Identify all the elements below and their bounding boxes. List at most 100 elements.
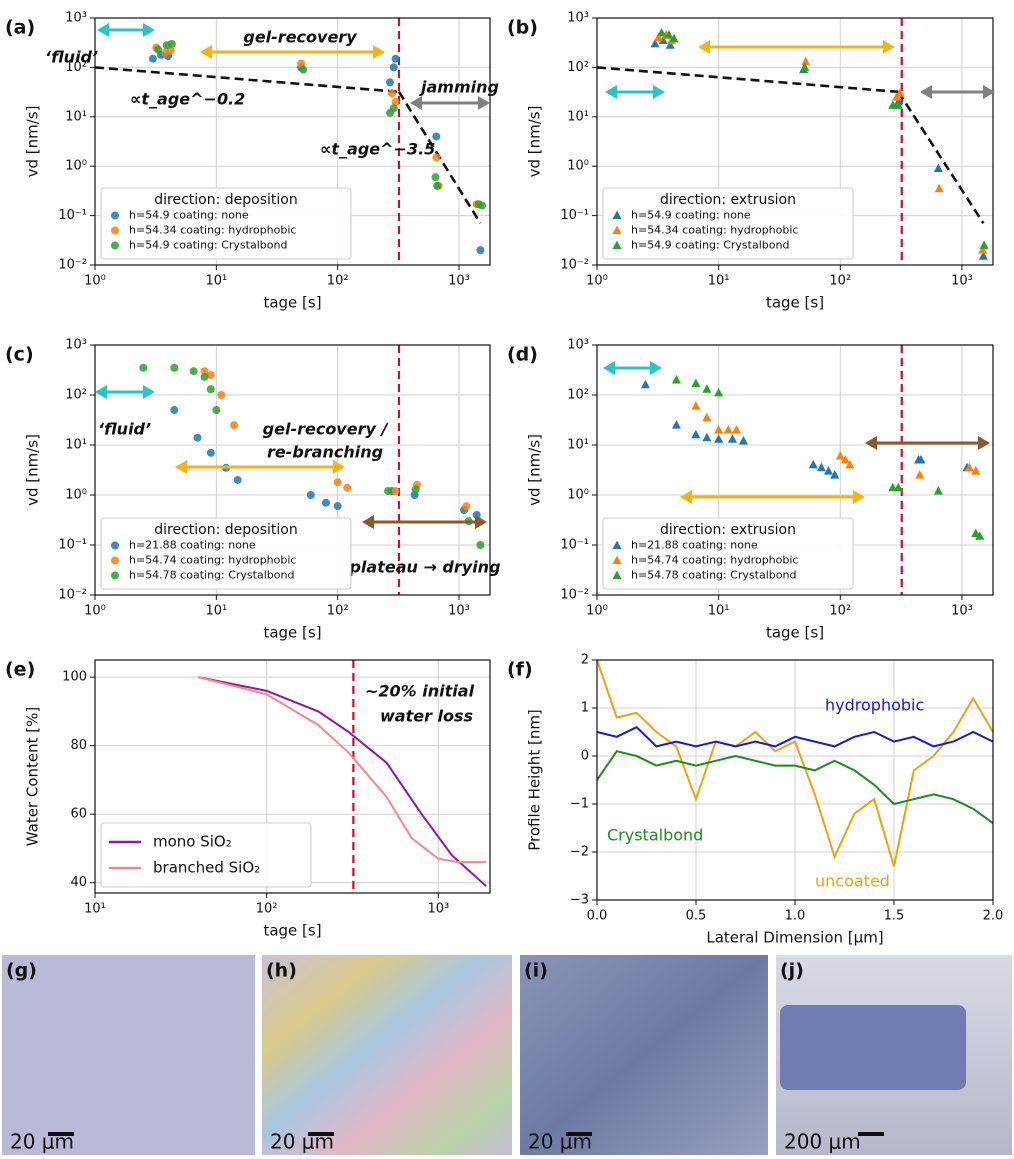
panel-label: (b)	[507, 17, 538, 39]
y-axis-label: vd [nm/s]	[526, 106, 544, 178]
y-tick-label: 60	[70, 807, 87, 822]
arrow-head	[475, 515, 487, 529]
y-tick-label: 40	[70, 875, 87, 890]
x-axis-label: tage [s]	[263, 624, 321, 642]
x-tick-label: 10⁰	[84, 604, 106, 619]
annotation: uncoated	[815, 872, 890, 891]
y-tick-label: 10⁻²	[560, 258, 589, 273]
axes-frame	[596, 659, 994, 901]
chart: 10⁰ 10¹ 10² 10³ 10⁻² 10⁻¹ 10⁰ 10¹ 10² 10³ tage [s]…	[5, 11, 499, 312]
data-point	[691, 429, 701, 439]
y-tick-label: 10⁻²	[58, 588, 87, 603]
data-point	[915, 470, 925, 479]
fit-line	[596, 66, 899, 94]
legend-marker	[111, 241, 119, 250]
data-point	[691, 378, 701, 387]
legend-marker	[612, 540, 622, 549]
data-point	[830, 470, 840, 479]
data-point	[971, 466, 981, 475]
scale-bar	[308, 1132, 334, 1136]
legend-box	[100, 822, 312, 888]
legend-label: h=54.9 coating: Crystalbond	[631, 239, 789, 252]
x-tick-label: 1.5	[884, 909, 905, 924]
channel	[780, 1005, 966, 1090]
arrow-head	[978, 436, 990, 450]
x-tick-label: 10¹	[708, 274, 730, 289]
data-point	[702, 384, 712, 393]
chart: 0.0 0.5 1.0 1.5 2.0 −3 −2 −1 0 1 2 Lateral Dimensio…	[507, 653, 1003, 947]
y-tick-label: 10²	[65, 60, 87, 75]
arrow-head	[983, 85, 995, 99]
data-point	[389, 63, 398, 72]
x-tick-label: 1.0	[785, 909, 806, 924]
data-point	[916, 455, 926, 464]
panel-label: (a)	[5, 17, 35, 39]
x-tick-label: 10¹	[84, 902, 106, 917]
x-tick-label: 10³	[951, 604, 973, 619]
data-point	[816, 462, 826, 472]
data-point	[640, 379, 650, 389]
y-tick-label: 10⁻²	[560, 588, 589, 603]
data-point	[189, 367, 198, 376]
panel-label: (c)	[5, 344, 34, 366]
annotation: plateau → drying	[348, 558, 500, 577]
panel-label: (i)	[524, 960, 548, 982]
annotation: ∝t_age^−3.5	[320, 140, 435, 159]
y-tick-label: 10¹	[567, 109, 589, 124]
data-point	[206, 385, 215, 394]
legend-label: h=54.74 coating: hydrophobic	[129, 554, 296, 567]
annotation: jamming	[418, 78, 499, 97]
arrow-head	[373, 45, 385, 59]
data-point	[893, 482, 903, 492]
y-axis-label: Water Content [%]	[24, 707, 42, 847]
data-point	[702, 412, 712, 422]
data-point	[200, 367, 209, 376]
axes-frame	[596, 344, 994, 596]
x-tick-label: 10²	[829, 604, 851, 619]
x-tick-label: 10³	[448, 604, 470, 619]
data-point	[476, 541, 485, 549]
annotation: ∝t_age^−0.2	[130, 90, 245, 109]
data-point	[167, 39, 176, 48]
arrow-head	[333, 460, 345, 474]
arrow-head	[143, 385, 155, 399]
data-point	[975, 531, 985, 540]
data-point	[671, 420, 681, 429]
legend-label: h=54.34 coating: hydrophobic	[129, 224, 296, 237]
arrow-head	[680, 490, 692, 504]
legend-label: h=21.88 coating: none	[631, 539, 758, 552]
scale-label: 20 μm	[270, 1130, 334, 1154]
data-point	[217, 391, 226, 399]
panel-label: (e)	[5, 659, 35, 681]
data-point	[389, 104, 398, 113]
arrow-head	[698, 40, 710, 54]
x-tick-label: 0.0	[587, 909, 608, 924]
x-tick-label: 10¹	[205, 604, 227, 619]
x-tick-label: 10⁰	[586, 274, 608, 289]
panel-label: (h)	[266, 960, 297, 982]
data-point	[411, 485, 420, 494]
legend-title: direction: deposition	[154, 192, 297, 208]
axes-frame	[94, 344, 491, 596]
y-tick-label: −1	[570, 797, 589, 812]
data-point	[824, 466, 834, 475]
arrow-head	[478, 96, 490, 110]
data-point	[835, 451, 845, 460]
data-point	[472, 510, 481, 519]
arrow-head	[362, 515, 374, 529]
data-point	[384, 487, 393, 496]
data-point	[200, 372, 209, 381]
data-point	[148, 54, 157, 63]
x-axis-label: tage [s]	[263, 294, 321, 312]
y-tick-label: 1	[581, 701, 589, 716]
y-tick-label: 10²	[65, 388, 87, 403]
legend-title: direction: deposition	[154, 522, 297, 538]
x-tick-label: 10²	[829, 274, 851, 289]
data-point	[431, 173, 440, 182]
legend-label: h=54.34 coating: hydrophobic	[631, 224, 798, 237]
data-point	[476, 246, 485, 255]
data-point	[728, 434, 738, 443]
legend-label: h=54.9 coating: none	[129, 209, 249, 222]
data-point	[671, 374, 681, 384]
